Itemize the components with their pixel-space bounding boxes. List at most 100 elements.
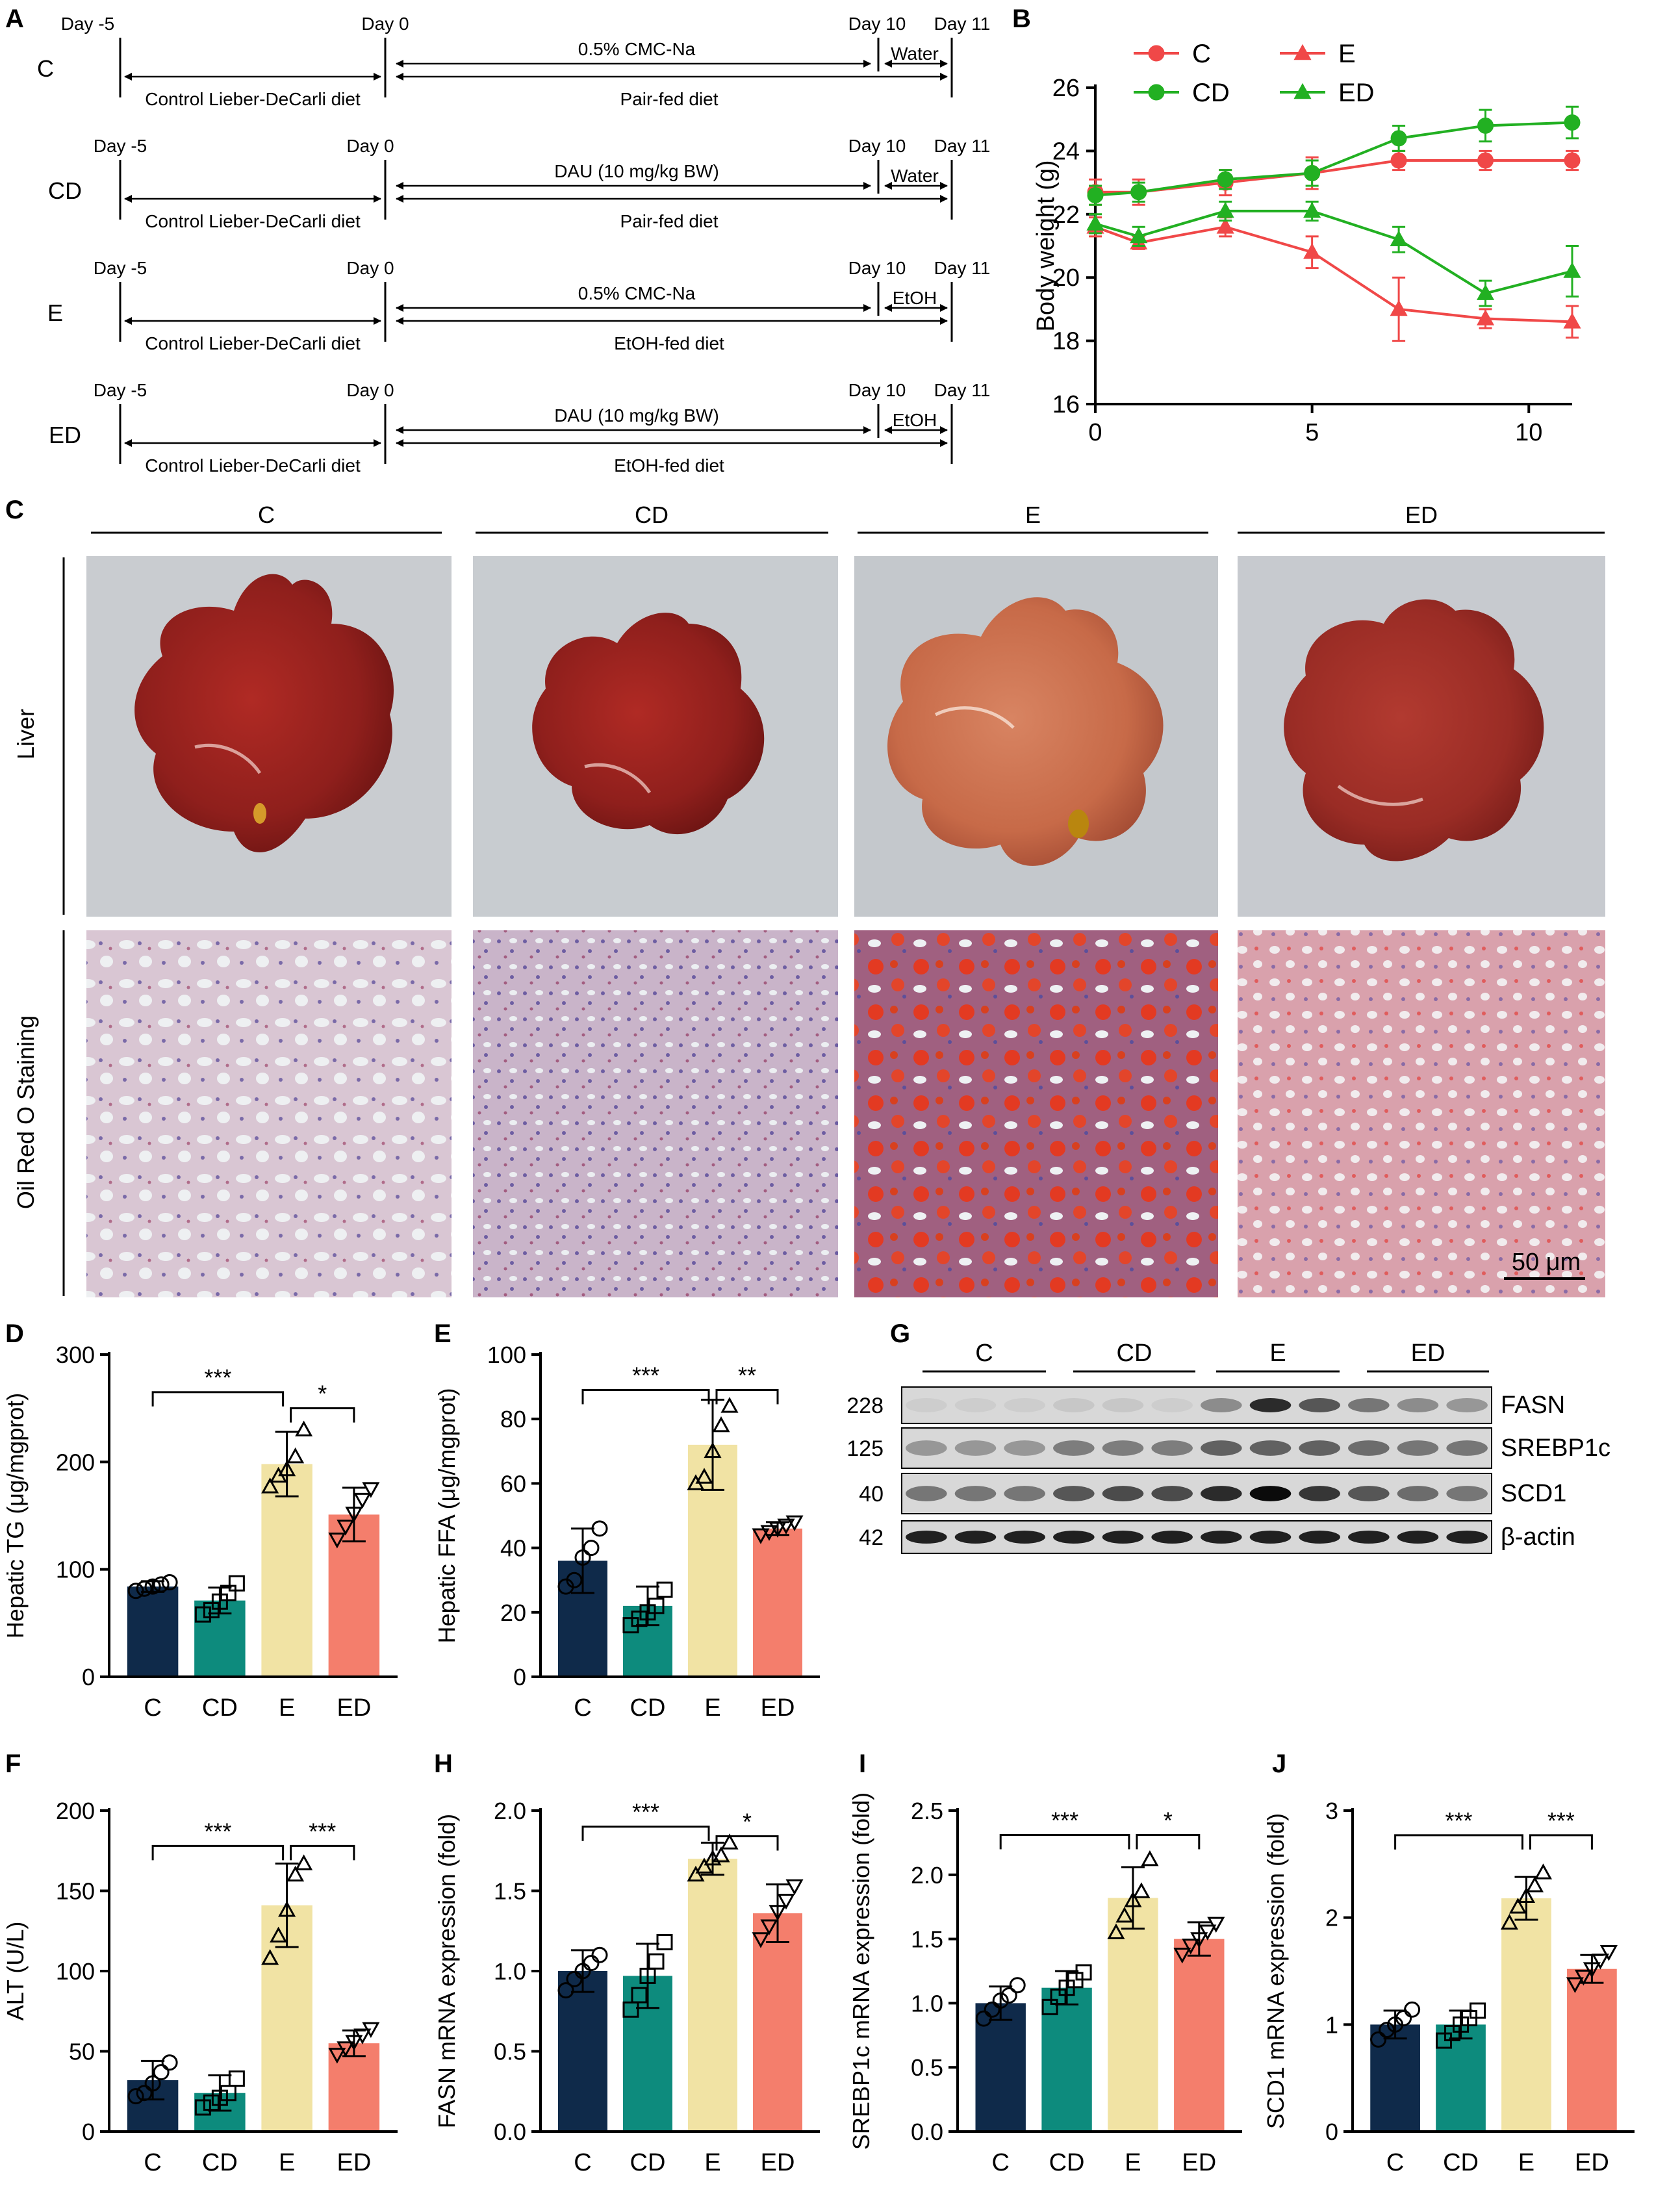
significance-bracket — [581, 1826, 710, 1841]
data-point — [1115, 1906, 1134, 1923]
liver-photo-c — [86, 556, 452, 917]
timeline-drink-label: EtOH — [893, 288, 937, 308]
x-tick-label: E — [279, 2149, 295, 2176]
data-point — [1207, 1916, 1225, 1933]
data-point — [1477, 117, 1494, 134]
timeline-row-ed: ED Day -5 Day 0 Day 10 Day 11 DAU (10 mg… — [49, 380, 990, 476]
data-point — [1574, 1969, 1592, 1986]
blot-band — [954, 1440, 997, 1456]
blot-band — [1151, 1531, 1193, 1544]
y-tick-label: 2.0 — [494, 1798, 526, 1824]
legend-marker — [1148, 45, 1165, 62]
legend-label: CD — [1192, 79, 1230, 107]
blot-band — [1004, 1531, 1045, 1544]
x-tick-label: CD — [202, 2149, 238, 2176]
data-point — [1217, 171, 1234, 188]
data-point — [1564, 114, 1581, 131]
blot-band — [1249, 1486, 1292, 1501]
data-point — [345, 1507, 363, 1523]
data-point — [211, 1593, 228, 1610]
blot-band — [1053, 1398, 1095, 1412]
data-point — [1477, 152, 1494, 169]
data-point — [1130, 227, 1148, 244]
bar — [1174, 1939, 1225, 2132]
x-tick-label: C — [991, 2149, 1009, 2176]
blot-band — [1299, 1398, 1340, 1412]
x-tick-label: C — [1386, 2149, 1404, 2176]
blot-band — [1102, 1531, 1144, 1544]
blot-band — [1446, 1531, 1488, 1544]
blot-band — [1053, 1486, 1095, 1501]
data-point — [220, 2085, 236, 2102]
data-point — [1566, 1977, 1584, 1993]
data-point — [574, 1549, 591, 1566]
y-tick-label: 100 — [56, 1958, 95, 1985]
data-point — [286, 1865, 305, 1882]
blot-band — [1299, 1531, 1340, 1544]
data-point — [1470, 2002, 1486, 2019]
x-tick-label: 0 — [1088, 419, 1102, 446]
data-point — [760, 1919, 778, 1935]
panel-letter-j: J — [1272, 1750, 1286, 1778]
data-point — [203, 1601, 220, 1618]
liver-shape — [1284, 599, 1544, 861]
data-point — [153, 2064, 170, 2081]
y-tick-label: 1.0 — [494, 1958, 526, 1985]
data-point — [1141, 1850, 1159, 1866]
data-point — [1124, 1891, 1142, 1907]
y-tick-label: 24 — [1052, 138, 1080, 165]
significance-bracket — [290, 1844, 355, 1861]
data-point — [1404, 2001, 1421, 2018]
timeline-group-label: E — [47, 299, 63, 326]
x-tick-label: C — [574, 2149, 591, 2176]
bar — [1567, 1968, 1617, 2132]
x-tick-label: C — [574, 1694, 591, 1722]
y-tick-label: 100 — [56, 1557, 95, 1583]
y-axis-label: Body weight (g) — [1032, 160, 1060, 331]
data-point — [656, 1934, 673, 1951]
timeline-control-diet-label: Control Lieber-DeCarli diet — [145, 211, 361, 231]
significance-label: *** — [1051, 1807, 1078, 1834]
blot-band — [1151, 1398, 1193, 1412]
data-point — [1216, 218, 1234, 234]
timeline-treatment-label: DAU (10 mg/kg BW) — [554, 161, 719, 181]
scd1-mrna-chart: C CD E ED 0 1 2 3 SCD1 mRNA expression (fold) ***… — [1262, 1798, 1635, 2176]
oil-red-image-ed — [1238, 930, 1605, 1297]
data-point — [1199, 1924, 1217, 1941]
timeline-day-m5: Day -5 — [94, 258, 147, 278]
data-point — [1075, 1964, 1092, 1981]
data-point — [769, 1522, 787, 1538]
liver-highlight — [584, 763, 652, 794]
data-point — [752, 1932, 770, 1948]
oil-red-image-c — [86, 930, 452, 1297]
data-point — [648, 1953, 665, 1970]
y-axis-label: SREBP1c mRNA expression (fold) — [848, 1792, 874, 2150]
significance-label: *** — [204, 1818, 231, 1844]
data-point — [1395, 2009, 1412, 2026]
data-point — [1563, 262, 1581, 278]
liver-photo-ed — [1238, 556, 1605, 917]
x-tick-label: ED — [761, 2149, 795, 2176]
liver-shape — [532, 613, 765, 835]
y-axis-label: Hepatic FFA (μg/mgprot) — [433, 1388, 460, 1644]
data-point — [583, 1955, 600, 1972]
x-tick-label: E — [1518, 2149, 1534, 2176]
protein-label: SCD1 — [1501, 1480, 1566, 1507]
bar — [753, 1528, 802, 1677]
molecular-weight-label: 40 — [859, 1482, 884, 1507]
liver-highlight — [194, 743, 262, 774]
data-point — [992, 1992, 1009, 2009]
data-point — [144, 1578, 161, 1595]
significance-bracket — [1394, 1834, 1523, 1850]
x-tick-label: ED — [1575, 2149, 1609, 2176]
blot-band — [1446, 1440, 1488, 1456]
blot-band — [1397, 1440, 1439, 1456]
panel-a-timelines: C Day -5 Day 0 Day 10 Day 11 0.5% CMC-Na… — [37, 14, 990, 476]
bar — [261, 1464, 312, 1677]
significance-bracket — [999, 1834, 1130, 1850]
timeline-day-10: Day 10 — [848, 136, 906, 156]
data-point — [720, 1833, 739, 1850]
western-blot: C CD E ED 228 FASN 125 SREBP1c 40 SCD1 42 β-act… — [846, 1340, 1610, 1554]
data-point — [1087, 187, 1104, 204]
data-point — [566, 1970, 583, 1987]
